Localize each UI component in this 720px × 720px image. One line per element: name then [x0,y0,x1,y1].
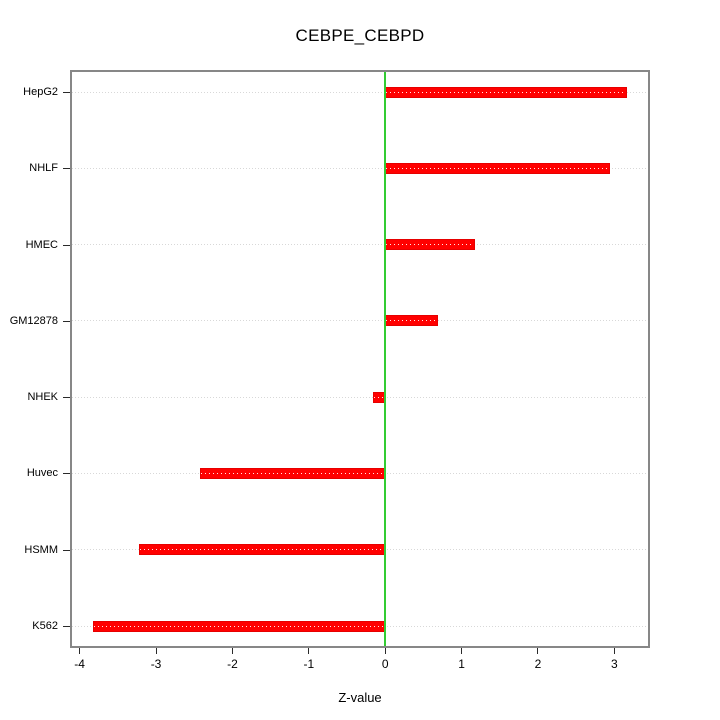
y-label-nhek: NHEK [27,391,58,404]
bar-hmec [385,239,476,251]
y-label-nhlf: NHLF [29,162,58,175]
y-tick-gm12878 [63,320,70,322]
gridline-nhek [72,396,648,398]
x-tick-0 [384,648,386,654]
y-label-huvec: Huvec [26,467,58,480]
x-tick-2 [537,648,539,654]
bar-gm12878 [385,315,438,327]
x-tick-label--1: -1 [303,657,315,671]
y-tick-nhek [63,397,70,399]
y-tick-k562 [63,626,70,627]
x-tick-label--4: -4 [74,657,85,671]
x-tick--3 [155,648,157,654]
gridline-hmec [72,244,648,246]
y-tick-nhlf [63,168,70,170]
y-label-k562: K562 [32,620,58,632]
x-tick-label--2: -2 [227,657,238,671]
x-tick--1 [308,648,310,654]
x-tick--4 [79,648,81,654]
x-tick-label-1: 1 [458,657,465,671]
x-tick-label-3: 3 [611,657,618,671]
y-label-hepg2: HepG2 [23,86,58,98]
bar-k562 [93,620,386,632]
x-tick-1 [461,648,463,654]
x-tick--2 [231,648,233,654]
gridline-hepg2 [72,91,648,93]
bar-hsmm [139,544,386,556]
y-label-gm12878: GM12878 [9,314,58,327]
x-axis-title: Z-value [338,690,382,705]
y-label-hmec: HMEC [25,238,58,251]
bar-nhlf [385,162,610,174]
x-tick-label-2: 2 [534,657,542,671]
bar-huvec [200,467,386,479]
x-tick-label--3: -3 [150,657,162,671]
y-label-hsmm: HSMM [24,543,58,556]
x-tick-label-0: 0 [381,657,389,671]
plot-area: Z-value HepG2 NHLF HMEC GM12878 NHEK Huvec HSM… [10,70,650,705]
y-tick-hmec [63,244,70,246]
zero-line [384,72,387,646]
chart-title: CEBPE_CEBPD [295,26,425,45]
bar-hepg2 [385,86,628,98]
y-tick-hepg2 [63,92,70,93]
gridline-nhlf [72,167,648,169]
bar-nhek [372,391,386,403]
gridline-gm12878 [72,320,648,322]
y-tick-hsmm [63,549,70,551]
y-tick-huvec [63,473,70,475]
x-tick-3 [613,648,615,654]
